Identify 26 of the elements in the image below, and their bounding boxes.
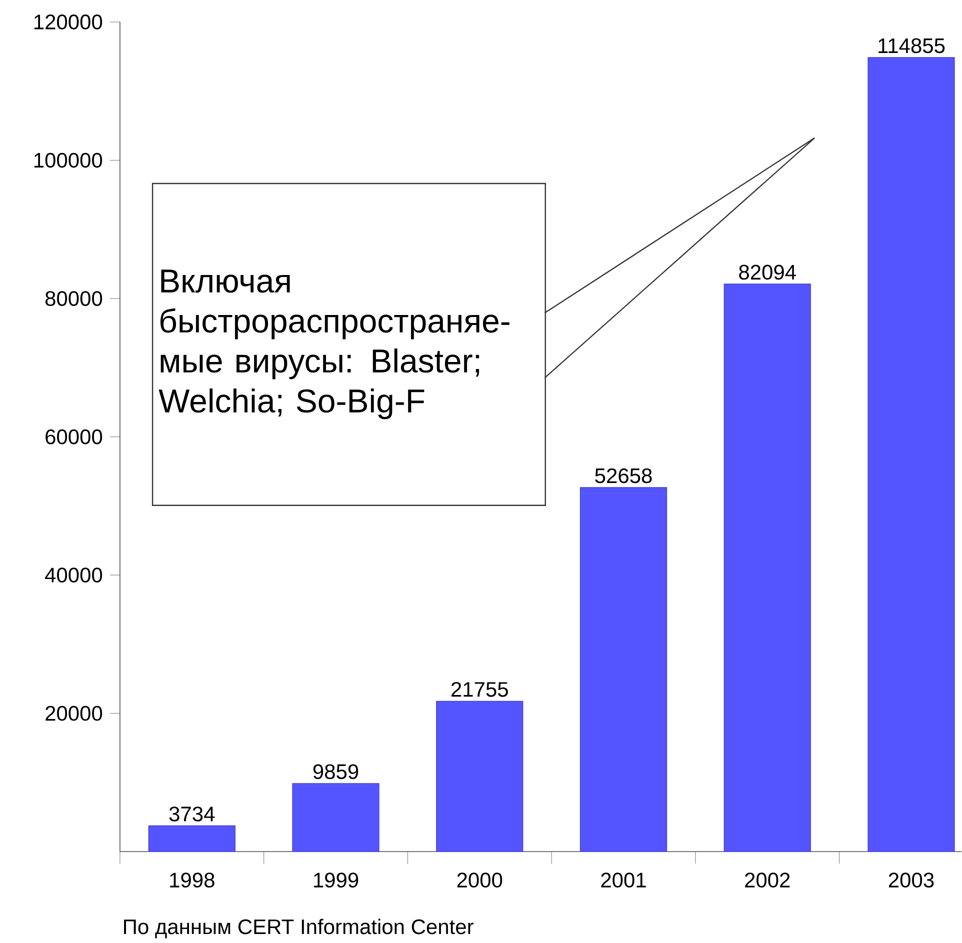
bar: [580, 487, 668, 852]
data-label: 21755: [452, 682, 508, 698]
data-label: 52658: [595, 468, 652, 484]
x-tick-label: 2000: [457, 872, 502, 888]
bar: [436, 701, 524, 852]
y-tick-label: 120000: [34, 14, 102, 30]
bar: [724, 284, 811, 852]
annotation: Включая быстрораспространяе-мые вирусы: Blaster; Welchia; So-Big-F: [158, 270, 510, 420]
data-label: 9859: [313, 764, 358, 780]
text: По данным CERT Information Center: [124, 919, 474, 938]
x-tick-label: 2003: [888, 872, 934, 888]
x-tick-label: 1998: [170, 872, 214, 888]
data-label: 3734: [169, 806, 215, 822]
y-tick-label: 20000: [46, 706, 102, 722]
bar: [292, 783, 380, 852]
y-tick-label: 80000: [45, 291, 102, 306]
x-tick-label: 2002: [745, 872, 790, 888]
bar: [868, 57, 955, 852]
bar: [148, 826, 236, 852]
y-tick-label: 100000: [34, 153, 102, 168]
x-tick-label: 2001: [601, 872, 646, 888]
data-label: 114855: [878, 38, 945, 54]
x-tick-label: 1999: [314, 872, 358, 888]
y-tick-label: 40000: [45, 568, 102, 583]
data-label: 82094: [739, 265, 796, 280]
y-tick-label: 60000: [46, 430, 102, 444]
